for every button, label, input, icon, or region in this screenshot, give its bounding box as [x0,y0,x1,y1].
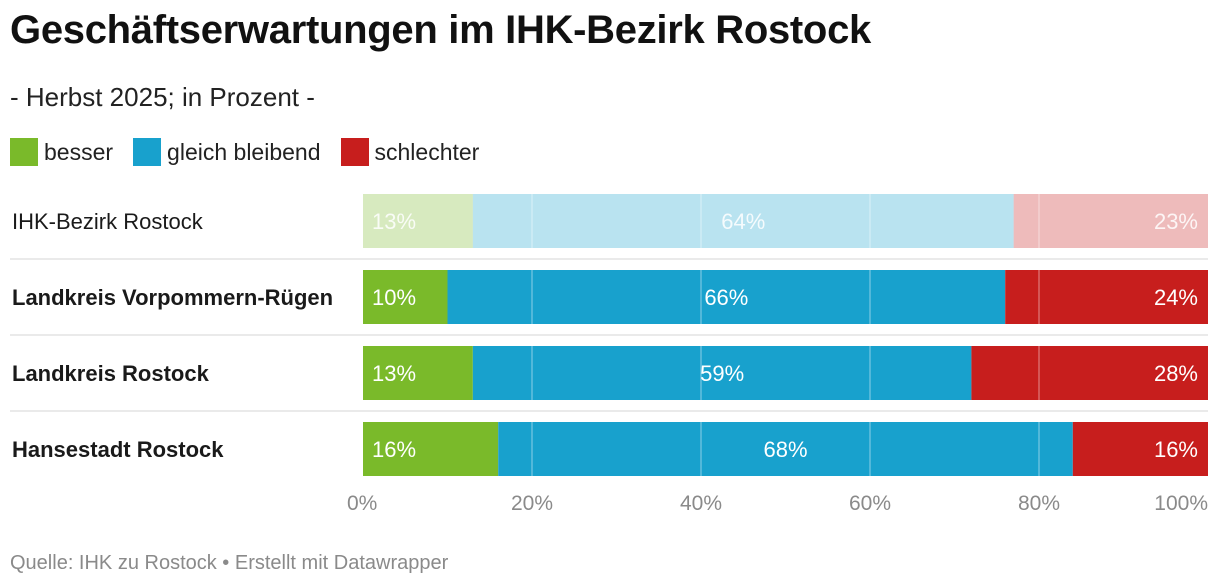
x-tick-label: 0% [347,492,377,515]
bar-segment-schlechter [1072,422,1208,476]
bar-segment-besser [363,422,499,476]
category-label: Landkreis Vorpommern-Rügen [12,285,333,310]
data-label: 13% [372,209,416,234]
data-label: 28% [1154,361,1198,386]
bar-segment-besser [363,194,473,248]
legend-item-gleich-bleibend: gleich bleibend [133,138,321,166]
x-tick-label: 20% [511,492,553,515]
bar-segment-schlechter [1013,194,1208,248]
bar-segment-besser [363,270,448,324]
legend-swatch-gleich-bleibend [133,138,162,166]
source-note: Quelle: IHK zu Rostock • Erstellt mit Da… [10,552,449,574]
legend-item-schlechter: schlechter [340,138,480,166]
x-tick-label: 40% [680,492,722,515]
chart-subtitle: - Herbst 2025; in Prozent - [10,82,315,112]
legend-item-besser: besser [10,138,113,166]
data-label: 13% [372,361,416,386]
bar-segment-gleich-bleibend [472,346,972,400]
bar-segment-schlechter [971,346,1208,400]
bar-segment-gleich-bleibend [472,194,1014,248]
data-label: 66% [704,285,748,310]
data-label: 24% [1154,285,1198,310]
legend-label-besser: besser [44,138,114,165]
category-label: IHK-Bezirk Rostock [12,209,204,234]
data-label: 16% [1154,437,1198,462]
stacked-bar-chart: IHK-Bezirk Rostock 13% 64% 23% Landkreis Vor… [10,194,1208,515]
bar-segment-gleich-bleibend [447,270,1006,324]
x-tick-label: 60% [849,492,891,515]
legend-label-schlechter: schlechter [374,138,480,165]
category-label: Landkreis Rostock [12,361,210,386]
data-label: 64% [721,209,765,234]
data-label: 68% [763,437,807,462]
category-label: Hansestadt Rostock [12,437,224,462]
x-tick-label: 100% [1154,492,1208,515]
data-label: 10% [372,285,416,310]
chart-title: Geschäftserwartungen im IHK-Bezirk Rosto… [10,8,871,52]
legend: besser gleich bleibend schlechter [10,137,499,167]
legend-label-gleich-bleibend: gleich bleibend [167,138,321,165]
legend-swatch-schlechter [340,138,369,166]
data-label: 16% [372,437,416,462]
bar-segment-gleich-bleibend [498,422,1073,476]
data-label: 23% [1154,209,1198,234]
data-label: 59% [700,361,744,386]
bar-segment-besser [363,346,473,400]
x-tick-label: 80% [1018,492,1060,515]
legend-swatch-besser [10,138,38,166]
